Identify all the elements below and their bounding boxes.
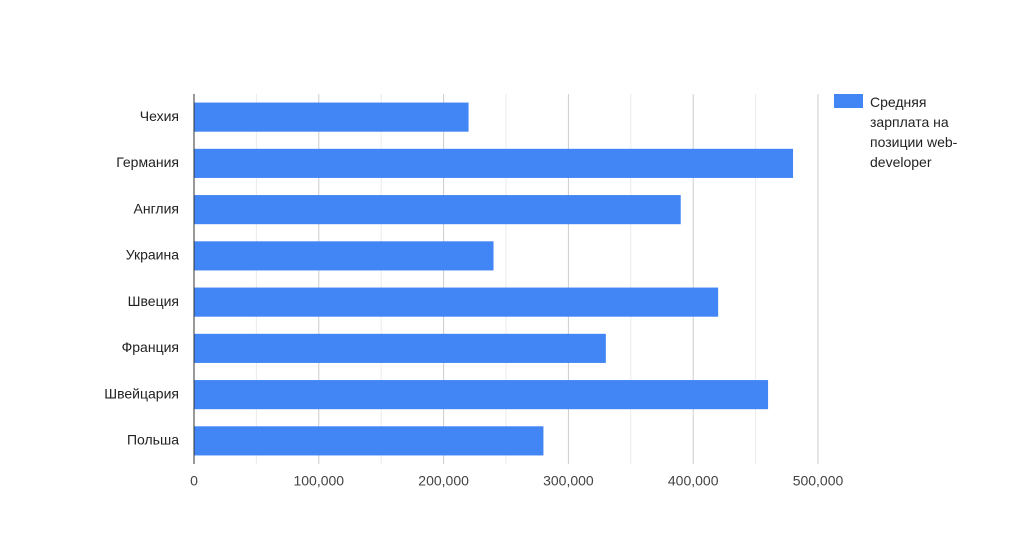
y-tick-label: Франция xyxy=(122,339,179,355)
bar xyxy=(194,380,769,410)
bar xyxy=(194,426,544,456)
x-tick-label: 0 xyxy=(190,473,198,489)
y-tick-label: Швейцария xyxy=(104,385,179,401)
legend-label: Средняя зарплата на позиции web-develope… xyxy=(870,94,958,170)
y-tick-label: Англия xyxy=(134,200,179,216)
y-tick-label: Украина xyxy=(126,247,180,263)
bar xyxy=(194,241,494,271)
bar xyxy=(194,287,719,317)
legend: Средняя зарплата на позиции web-develope… xyxy=(834,92,975,172)
x-tick-label: 100,000 xyxy=(293,473,344,489)
x-tick-label: 200,000 xyxy=(418,473,469,489)
legend-swatch xyxy=(834,94,863,108)
x-tick-label: 400,000 xyxy=(668,473,719,489)
bar xyxy=(194,333,606,363)
y-tick-label: Чехия xyxy=(140,108,179,124)
y-tick-label: Швеция xyxy=(128,293,179,309)
y-tick-label: Польша xyxy=(127,432,179,448)
bar xyxy=(194,102,469,132)
x-tick-label: 500,000 xyxy=(793,473,844,489)
x-tick-label: 300,000 xyxy=(543,473,594,489)
y-tick-label: Германия xyxy=(116,154,179,170)
bar xyxy=(194,148,794,178)
bar xyxy=(194,195,681,225)
